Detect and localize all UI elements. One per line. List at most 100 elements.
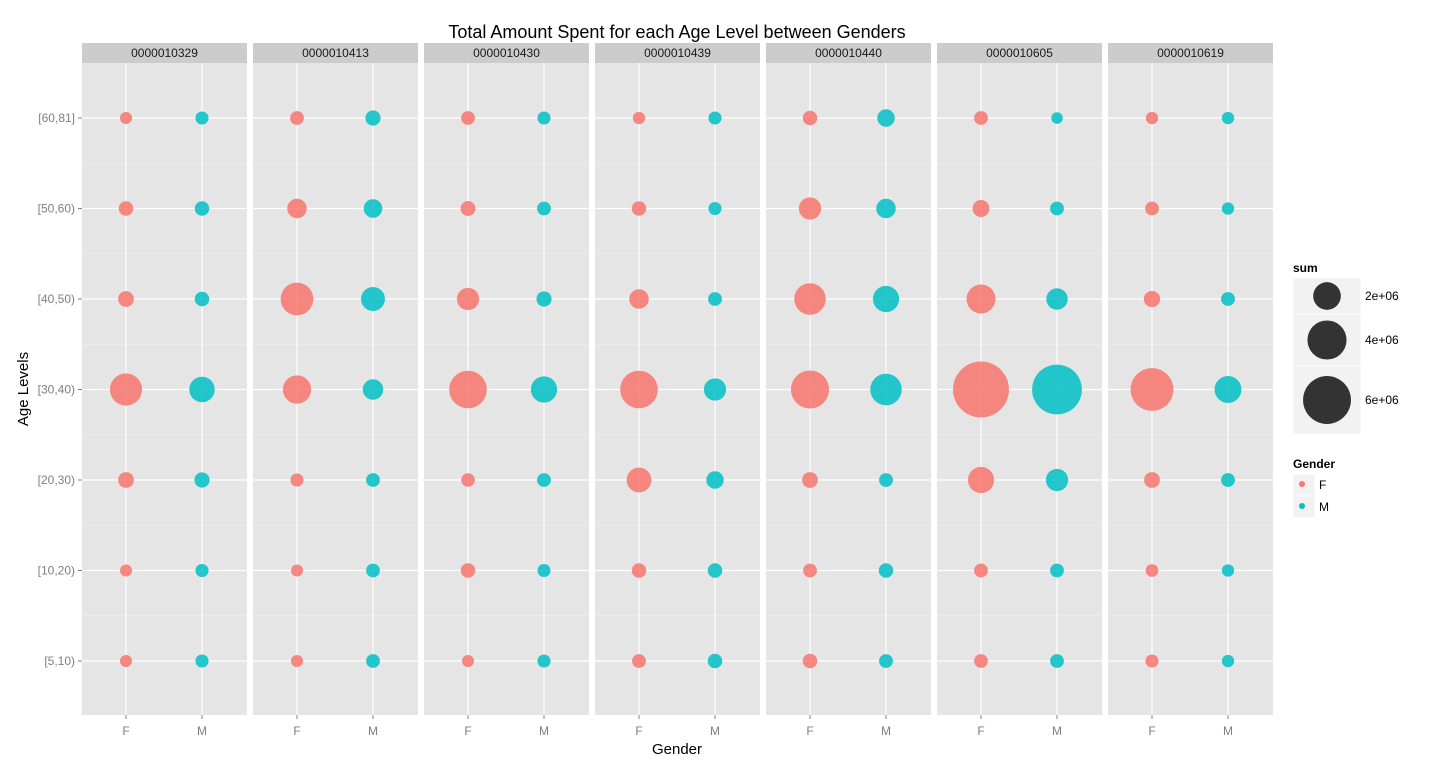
data-point-m: [1050, 563, 1064, 578]
data-point-m: [708, 111, 722, 125]
data-point-f: [798, 197, 822, 220]
x-tick-label: M: [881, 724, 891, 738]
x-tick-label: F: [464, 724, 471, 738]
data-point-f: [449, 370, 487, 409]
data-point-f: [966, 284, 996, 314]
facet-strip: [82, 43, 247, 63]
data-point-m: [877, 109, 895, 127]
facet-label: 0000010605: [986, 46, 1053, 60]
data-point-m: [707, 653, 723, 669]
data-point-f: [290, 473, 304, 487]
x-tick-label: F: [293, 724, 300, 738]
facet-panel: 0000010430 F M: [424, 43, 589, 738]
facet-panel: 0000010439 F M: [595, 43, 760, 738]
data-point-f: [282, 375, 312, 404]
facet-strip: [766, 43, 931, 63]
data-point-m: [1051, 112, 1063, 124]
facet-label: 0000010413: [302, 46, 369, 60]
data-point-f: [461, 473, 475, 487]
data-point-m: [707, 563, 723, 578]
data-point-f: [632, 111, 646, 125]
data-point-f: [119, 111, 133, 125]
data-point-m: [1221, 564, 1235, 577]
data-point-m: [537, 111, 551, 125]
data-point-f: [290, 564, 304, 577]
data-point-f: [461, 654, 475, 668]
facet-panel: 0000010413 F M: [253, 43, 418, 738]
legend-size-swatch: [1303, 376, 1351, 424]
data-point-m: [366, 654, 380, 668]
legend-size-label: 4e+06: [1365, 333, 1399, 347]
data-point-f: [620, 370, 658, 409]
data-point-f: [967, 466, 995, 494]
facet-panel: 0000010605 F M: [937, 43, 1102, 738]
data-point-f: [118, 201, 134, 216]
data-point-m: [537, 473, 551, 487]
x-tick-label: F: [806, 724, 813, 738]
data-point-m: [870, 373, 902, 406]
y-tick-label: [5,10): [44, 654, 75, 668]
data-point-m: [878, 563, 894, 578]
data-point-f: [460, 563, 476, 578]
facet-strip: [937, 43, 1102, 63]
facet-label: 0000010440: [815, 46, 882, 60]
data-point-f: [802, 472, 818, 488]
data-point-m: [189, 376, 215, 403]
data-point-m: [1221, 202, 1235, 215]
data-point-m: [1221, 654, 1235, 668]
y-axis-ticks: [5,10) [10,20) [20,30) [30,40) [40,50) [50,60…: [38, 111, 82, 668]
data-point-f: [1145, 201, 1159, 216]
data-point-f: [109, 373, 143, 406]
data-point-f: [974, 111, 988, 125]
data-point-f: [803, 563, 817, 578]
data-point-m: [537, 654, 551, 668]
legend: sum 2e+06 4e+06 6e+06 Gender FM: [1292, 261, 1399, 519]
data-point-f: [631, 201, 647, 216]
data-point-f: [1145, 564, 1159, 577]
data-point-f: [280, 282, 314, 316]
x-tick-label: M: [1223, 724, 1233, 738]
data-point-f: [290, 111, 304, 125]
data-point-m: [195, 563, 209, 578]
x-tick-label: F: [635, 724, 642, 738]
data-point-m: [1221, 473, 1235, 487]
x-tick-label: M: [368, 724, 378, 738]
legend-color-swatch: [1299, 481, 1305, 487]
facet-label: 0000010619: [1157, 46, 1224, 60]
data-point-f: [631, 563, 647, 578]
legend-size-swatch: [1313, 282, 1341, 310]
legend-size-swatch: [1307, 320, 1347, 360]
y-tick-label: [60,81]: [38, 111, 75, 125]
data-point-f: [1144, 472, 1160, 488]
data-point-m: [879, 473, 893, 487]
legend-size-label: 2e+06: [1365, 289, 1399, 303]
data-point-m: [1221, 111, 1235, 125]
data-point-m: [708, 201, 722, 216]
chart-title: Total Amount Spent for each Age Level be…: [448, 22, 905, 42]
data-point-m: [195, 654, 209, 668]
color-legend-title: Gender: [1293, 457, 1335, 471]
y-tick-label: [40,50): [38, 292, 75, 306]
legend-size-label: 6e+06: [1365, 393, 1399, 407]
legend-color-label: F: [1319, 478, 1326, 492]
x-tick-label: M: [539, 724, 549, 738]
x-tick-label: M: [197, 724, 207, 738]
facet-label: 0000010439: [644, 46, 711, 60]
data-point-m: [1045, 468, 1069, 492]
facet-panel: 0000010619 F M: [1108, 43, 1273, 738]
data-point-m: [1214, 376, 1242, 403]
data-point-f: [1143, 290, 1161, 308]
y-tick-label: [30,40): [38, 383, 75, 397]
facet-strip: [424, 43, 589, 63]
data-point-f: [953, 361, 1009, 418]
data-point-f: [1145, 654, 1159, 668]
data-point-m: [1221, 292, 1235, 306]
data-point-m: [194, 201, 210, 216]
data-point-m: [362, 379, 384, 400]
data-point-f: [119, 654, 133, 668]
data-point-f: [974, 654, 988, 668]
data-point-m: [708, 292, 722, 306]
facet-label: 0000010430: [473, 46, 540, 60]
